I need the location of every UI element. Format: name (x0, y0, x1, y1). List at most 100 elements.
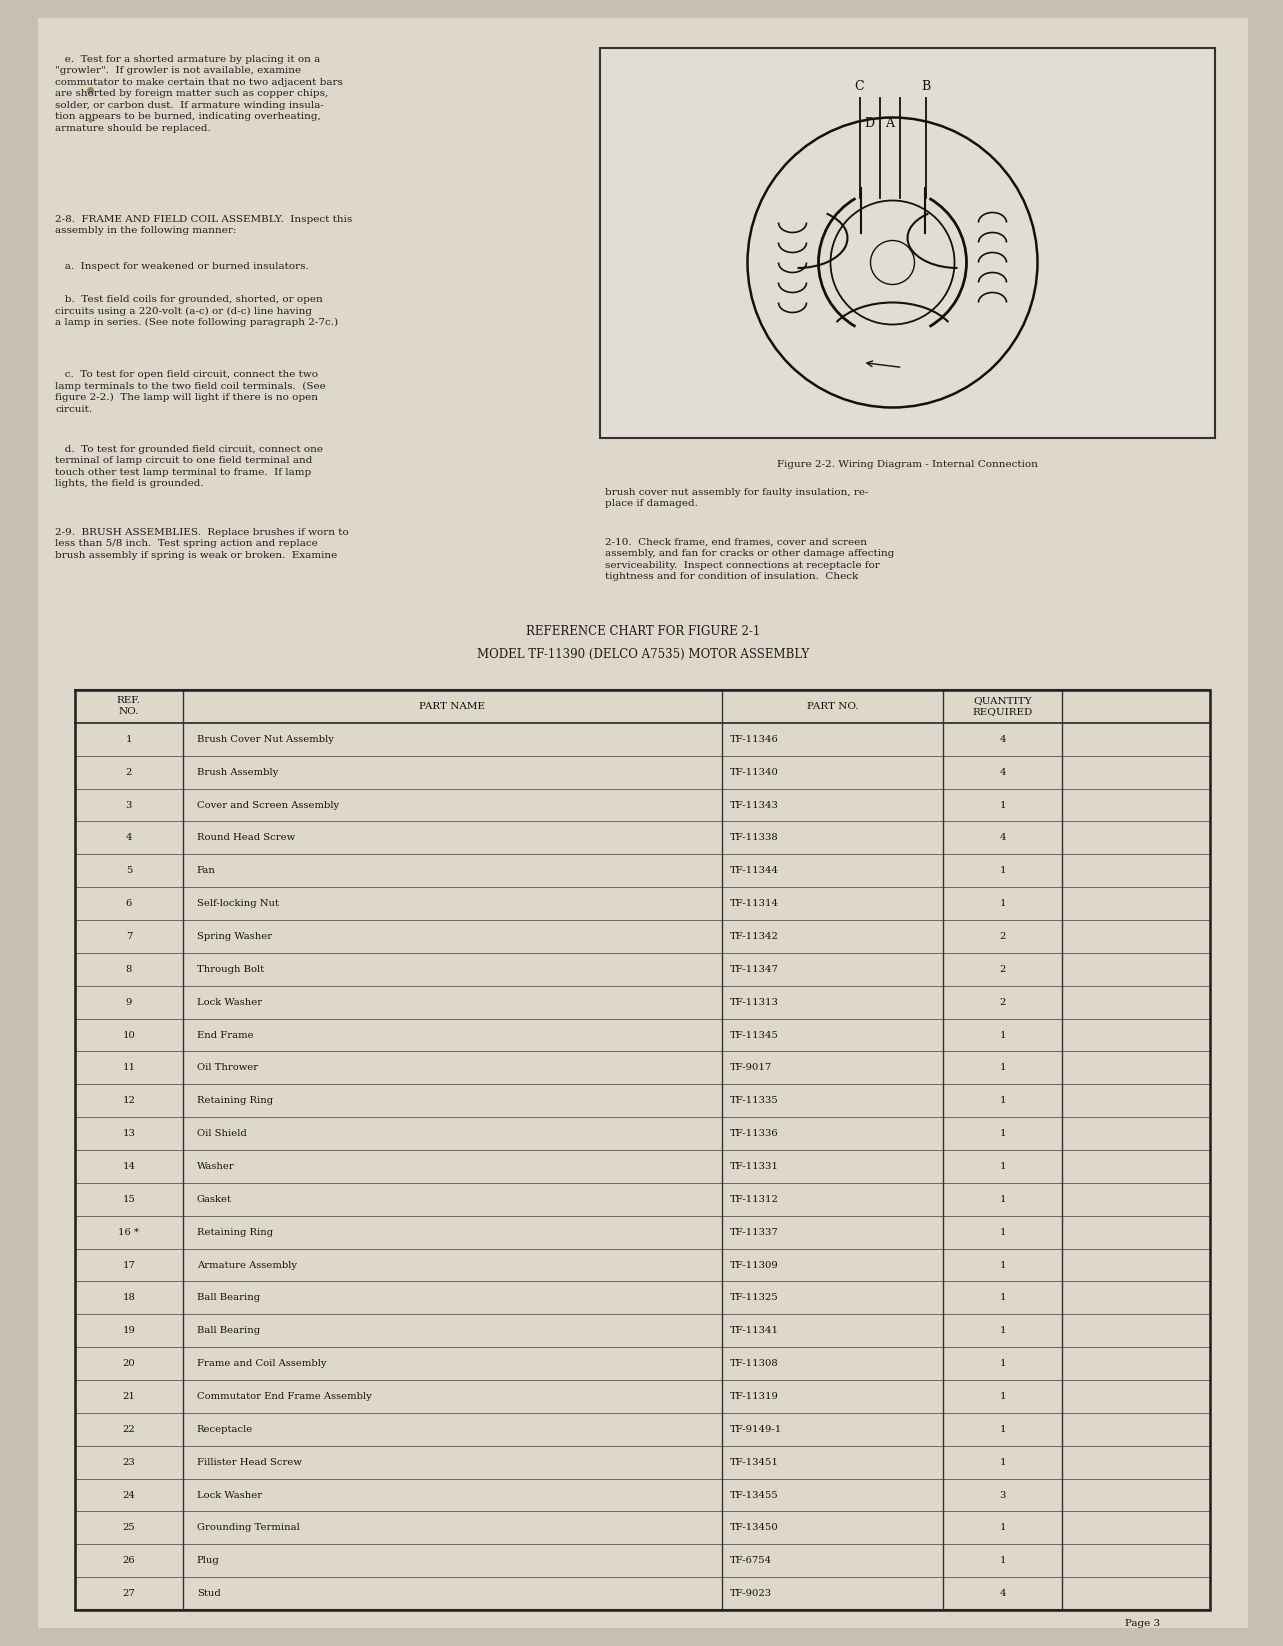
Text: 2: 2 (999, 997, 1006, 1007)
Text: Gasket: Gasket (196, 1195, 232, 1203)
Text: TF-11342: TF-11342 (730, 932, 779, 942)
Text: TF-11325: TF-11325 (730, 1294, 779, 1302)
Text: Ball Bearing: Ball Bearing (196, 1294, 260, 1302)
Text: Receptacle: Receptacle (196, 1425, 253, 1434)
Text: 21: 21 (122, 1393, 135, 1401)
Text: TF-11337: TF-11337 (730, 1228, 779, 1236)
Text: 19: 19 (122, 1327, 135, 1335)
Text: Self-locking Nut: Self-locking Nut (196, 899, 278, 909)
Text: 15: 15 (122, 1195, 135, 1203)
Text: Through Bolt: Through Bolt (196, 965, 264, 974)
Text: 3: 3 (999, 1491, 1006, 1500)
Text: 1: 1 (999, 1228, 1006, 1236)
Text: C: C (854, 79, 865, 92)
Text: D: D (865, 117, 875, 130)
Text: 1: 1 (999, 1063, 1006, 1072)
Text: 8: 8 (126, 965, 132, 974)
Text: 1: 1 (999, 1458, 1006, 1467)
Text: 13: 13 (122, 1129, 135, 1137)
Text: Round Head Screw: Round Head Screw (196, 833, 295, 843)
Text: 4: 4 (999, 767, 1006, 777)
Text: 2: 2 (999, 965, 1006, 974)
Text: 2-10.  Check frame, end frames, cover and screen
assembly, and fan for cracks or: 2-10. Check frame, end frames, cover and… (606, 538, 894, 581)
Text: b.  Test field coils for grounded, shorted, or open
circuits using a 220-volt (a: b. Test field coils for grounded, shorte… (55, 295, 339, 328)
Text: TF-9023: TF-9023 (730, 1588, 772, 1598)
Text: 12: 12 (122, 1096, 135, 1104)
Text: TF-11343: TF-11343 (730, 800, 779, 810)
Text: 10: 10 (122, 1030, 135, 1040)
Text: TF-11319: TF-11319 (730, 1393, 779, 1401)
Text: 1: 1 (126, 734, 132, 744)
Text: c.  To test for open field circuit, connect the two
lamp terminals to the two fi: c. To test for open field circuit, conne… (55, 370, 326, 413)
Text: Retaining Ring: Retaining Ring (196, 1228, 273, 1236)
Text: Page 3: Page 3 (1125, 1620, 1160, 1628)
Text: 25: 25 (123, 1523, 135, 1532)
Text: REFERENCE CHART FOR FIGURE 2-1: REFERENCE CHART FOR FIGURE 2-1 (526, 625, 760, 639)
Text: 26: 26 (123, 1555, 135, 1565)
Text: 22: 22 (123, 1425, 135, 1434)
Text: Frame and Coil Assembly: Frame and Coil Assembly (196, 1360, 326, 1368)
Text: A: A (885, 117, 894, 130)
Text: 3: 3 (126, 800, 132, 810)
Text: TF-11308: TF-11308 (730, 1360, 779, 1368)
Text: Oil Shield: Oil Shield (196, 1129, 246, 1137)
Text: TF-11345: TF-11345 (730, 1030, 779, 1040)
Text: 7: 7 (126, 932, 132, 942)
Text: 17: 17 (122, 1261, 135, 1269)
Text: Armature Assembly: Armature Assembly (196, 1261, 296, 1269)
Text: 1: 1 (999, 1261, 1006, 1269)
Text: 1: 1 (999, 1030, 1006, 1040)
Text: 11: 11 (122, 1063, 136, 1072)
Text: 20: 20 (123, 1360, 135, 1368)
Text: 9: 9 (126, 997, 132, 1007)
Text: 1: 1 (999, 1393, 1006, 1401)
Text: 1: 1 (999, 899, 1006, 909)
Text: 24: 24 (122, 1491, 135, 1500)
Text: 1: 1 (999, 800, 1006, 810)
Text: d.  To test for grounded field circuit, connect one
terminal of lamp circuit to : d. To test for grounded field circuit, c… (55, 444, 323, 489)
Text: Stud: Stud (196, 1588, 221, 1598)
Text: PART NAME: PART NAME (420, 701, 485, 711)
Text: TF-11344: TF-11344 (730, 866, 779, 876)
Text: 1: 1 (999, 1425, 1006, 1434)
Text: Washer: Washer (196, 1162, 235, 1170)
Bar (74, 690, 1210, 1610)
Text: e.  Test for a shorted armature by placing it on a
"growler".  If growler is not: e. Test for a shorted armature by placin… (55, 54, 343, 133)
Text: TF-11346: TF-11346 (730, 734, 779, 744)
Text: 18: 18 (122, 1294, 135, 1302)
Text: a.  Inspect for weakened or burned insulators.: a. Inspect for weakened or burned insula… (55, 262, 309, 272)
Text: Oil Thrower: Oil Thrower (196, 1063, 258, 1072)
Text: 1: 1 (999, 866, 1006, 876)
Text: 16 *: 16 * (118, 1228, 140, 1236)
Text: TF-11312: TF-11312 (730, 1195, 779, 1203)
Text: 1: 1 (999, 1129, 1006, 1137)
Text: Cover and Screen Assembly: Cover and Screen Assembly (196, 800, 339, 810)
Text: 14: 14 (122, 1162, 136, 1170)
Text: Lock Washer: Lock Washer (196, 997, 262, 1007)
Text: Retaining Ring: Retaining Ring (196, 1096, 273, 1104)
Text: 4: 4 (999, 1588, 1006, 1598)
Text: TF-11335: TF-11335 (730, 1096, 779, 1104)
Text: 2-9.  BRUSH ASSEMBLIES.  Replace brushes if worn to
less than 5/8 inch.  Test sp: 2-9. BRUSH ASSEMBLIES. Replace brushes i… (55, 528, 349, 560)
Text: Grounding Terminal: Grounding Terminal (196, 1523, 299, 1532)
Text: TF-13455: TF-13455 (730, 1491, 779, 1500)
Text: TF-9017: TF-9017 (730, 1063, 772, 1072)
Text: End Frame: End Frame (196, 1030, 254, 1040)
Text: Spring Washer: Spring Washer (196, 932, 272, 942)
Text: 1: 1 (999, 1360, 1006, 1368)
Text: brush cover nut assembly for faulty insulation, re-
place if damaged.: brush cover nut assembly for faulty insu… (606, 487, 869, 509)
Text: REF.
NO.: REF. NO. (117, 696, 141, 716)
Text: 2-8.  FRAME AND FIELD COIL ASSEMBLY.  Inspect this
assembly in the following man: 2-8. FRAME AND FIELD COIL ASSEMBLY. Insp… (55, 216, 353, 235)
Text: 4: 4 (126, 833, 132, 843)
Text: Lock Washer: Lock Washer (196, 1491, 262, 1500)
Text: 1: 1 (999, 1195, 1006, 1203)
Text: TF-11338: TF-11338 (730, 833, 779, 843)
Text: TF-6754: TF-6754 (730, 1555, 772, 1565)
Text: Brush Cover Nut Assembly: Brush Cover Nut Assembly (196, 734, 334, 744)
Text: TF-11340: TF-11340 (730, 767, 779, 777)
Text: Plug: Plug (196, 1555, 219, 1565)
Text: Figure 2-2. Wiring Diagram - Internal Connection: Figure 2-2. Wiring Diagram - Internal Co… (777, 459, 1038, 469)
Text: TF-11341: TF-11341 (730, 1327, 779, 1335)
Text: 4: 4 (999, 833, 1006, 843)
Text: 1: 1 (999, 1162, 1006, 1170)
